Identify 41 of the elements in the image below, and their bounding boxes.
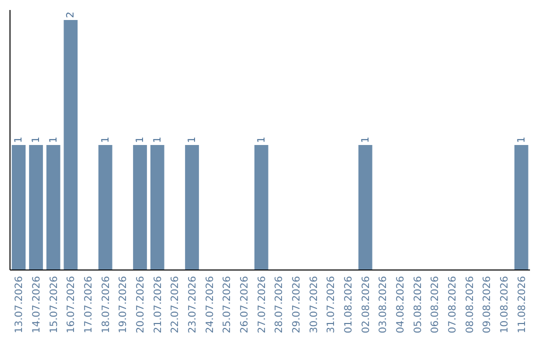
x-tick-label: 21.07.2026 — [152, 276, 164, 334]
data-label: 1 — [516, 136, 528, 143]
x-tick-label: 11.08.2026 — [516, 276, 528, 334]
x-tick-label: 14.07.2026 — [32, 276, 42, 334]
x-tick-label: 01.08.2026 — [344, 276, 354, 334]
data-label: 1 — [48, 136, 60, 143]
x-tick-label: 23.07.2026 — [188, 276, 198, 334]
x-tick-label: 06.08.2026 — [430, 276, 442, 334]
x-tick-label: 19.07.2026 — [118, 276, 130, 334]
data-label: 1 — [187, 136, 198, 143]
x-tick-label: 09.08.2026 — [482, 276, 494, 334]
x-tick-label: 24.07.2026 — [204, 276, 216, 334]
data-label: 1 — [360, 136, 372, 143]
data-label: 1 — [135, 136, 146, 143]
x-tick-label: 15.07.2026 — [48, 276, 60, 334]
x-tick-label: 08.08.2026 — [464, 276, 476, 334]
x-tick-label: 18.07.2026 — [100, 276, 112, 334]
x-tick-label: 17.07.2026 — [84, 276, 94, 334]
x-tick-label: 13.07.2026 — [14, 276, 26, 334]
x-tick-label: 02.08.2026 — [360, 276, 372, 334]
x-tick-label: 05.08.2026 — [412, 276, 424, 334]
x-tick-label: 03.08.2026 — [378, 276, 390, 334]
x-tick-label: 28.07.2026 — [274, 276, 286, 334]
x-tick-label: 07.08.2026 — [448, 276, 458, 334]
x-tick-label: 16.07.2026 — [66, 276, 78, 334]
data-label: 1 — [31, 136, 42, 143]
x-tick-label: 31.07.2026 — [326, 276, 338, 334]
x-tick-label: 29.07.2026 — [292, 276, 302, 334]
x-tick-label: 27.07.2026 — [256, 276, 268, 334]
x-tick-label: 20.07.2026 — [136, 276, 146, 334]
data-label: 1 — [14, 136, 25, 143]
data-label: 1 — [100, 136, 112, 143]
x-tick-label: 10.08.2026 — [500, 276, 510, 334]
data-label: 1 — [256, 136, 268, 143]
data-label: 2 — [66, 12, 77, 18]
x-tick-label: 25.07.2026 — [222, 276, 234, 334]
data-label: 1 — [152, 136, 164, 143]
x-tick-label: 26.07.2026 — [240, 276, 250, 334]
x-tick-label: 04.08.2026 — [396, 276, 406, 334]
x-tick-label: 30.07.2026 — [308, 276, 320, 334]
x-tick-label: 22.07.2026 — [170, 276, 182, 334]
